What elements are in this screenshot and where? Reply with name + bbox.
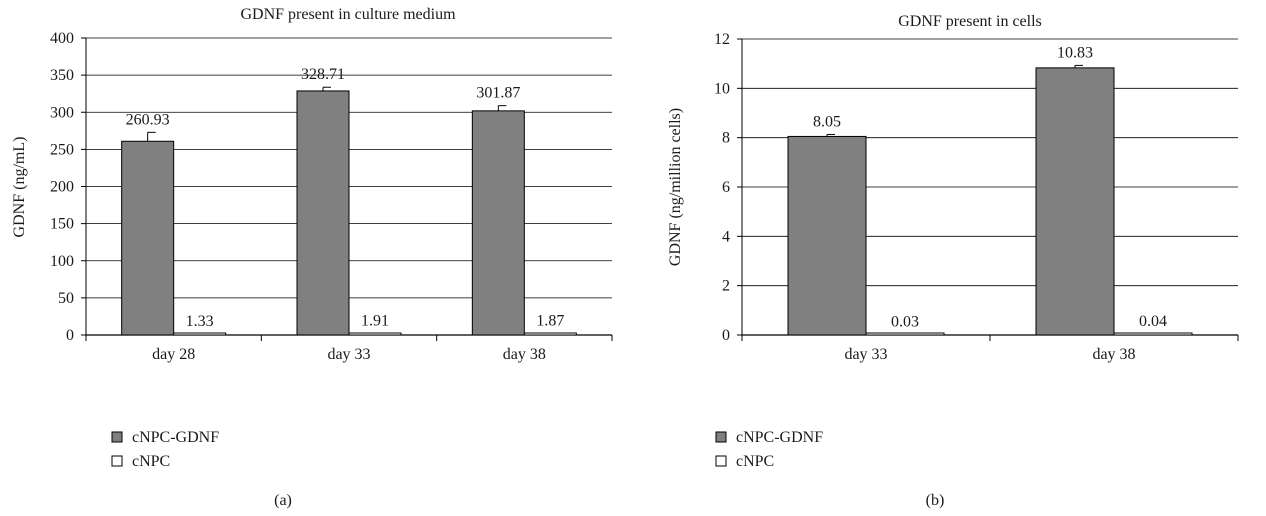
bar-a-0-2 [471,110,525,336]
legend-swatch-cnpc-gdnf-b [715,431,727,443]
y-tick-label-b: 6 [722,179,730,196]
chart-title-b: GDNF present in cells [898,13,1042,30]
bar-a-0-1 [296,90,350,336]
x-tick-label-b: day 33 [844,346,887,363]
panel-label-b: (b) [926,492,945,509]
y-axis-label-b: GDNF (ng/million cells) [667,108,684,266]
panel-a: GDNF present in culture medium GDNF (ng/… [11,6,613,509]
bar-a-1-0 [173,332,227,336]
y-tick-label-a: 150 [50,216,74,233]
panel-b: GDNF present in cells GDNF (ng/million c… [667,13,1239,509]
data-label-b-1-0: 0.03 [891,313,919,330]
data-label-a-0-1: 328.71 [301,66,345,83]
y-tick-label-b: 12 [714,31,730,48]
bar-a-1-2 [523,332,577,336]
legend-swatch-cnpc-a [111,455,123,467]
legend-label-cnpc-gdnf-b: cNPC-GDNF [736,429,823,446]
legend-label-cnpc-b: cNPC [736,453,774,470]
bar-a-1-1 [348,332,402,336]
data-label-a-1-2: 1.87 [536,313,564,330]
bar-b-1-1 [1113,332,1193,336]
y-tick-label-b: 4 [722,228,730,245]
y-tick-label-b: 10 [714,80,730,97]
legend-swatch-cnpc-gdnf-a [111,431,123,443]
legend-label-cnpc-gdnf-a: cNPC-GDNF [132,429,219,446]
data-label-b-1-1: 0.04 [1139,313,1167,330]
y-tick-label-a: 0 [66,327,74,344]
x-tick-label-b: day 38 [1092,346,1135,363]
bar-b-1-0 [865,332,945,336]
y-tick-label-b: 8 [722,130,730,147]
chart-title-a: GDNF present in culture medium [240,6,456,23]
data-label-b-0-0: 8.05 [813,113,841,130]
y-tick-label-a: 200 [50,179,74,196]
panel-label-a: (a) [274,492,292,509]
y-axis-label-a: GDNF (ng/mL) [11,137,28,238]
data-label-b-0-1: 10.83 [1057,44,1093,61]
bar-b-0-1 [1035,67,1115,336]
bar-b-0-0 [787,135,867,336]
legend-b: cNPC-GDNF cNPC [715,429,823,470]
legend-a: cNPC-GDNF cNPC [111,429,219,470]
y-tick-label-b: 0 [722,327,730,344]
y-tick-label-a: 350 [50,67,74,84]
y-tick-label-a: 300 [50,104,74,121]
legend-swatch-cnpc-b [715,455,727,467]
data-label-a-1-0: 1.33 [186,313,214,330]
y-tick-label-a: 100 [50,253,74,270]
legend-label-cnpc-a: cNPC [132,453,170,470]
y-tick-label-b: 2 [722,278,730,295]
x-tick-label-a: day 33 [327,346,370,363]
data-label-a-0-0: 260.93 [126,111,170,128]
bar-a-0-0 [121,140,175,336]
y-tick-label-a: 400 [50,30,74,47]
y-tick-label-a: 50 [58,290,74,307]
y-tick-label-a: 250 [50,141,74,158]
data-label-a-0-2: 301.87 [476,85,520,102]
x-tick-label-a: day 38 [503,346,546,363]
x-tick-label-a: day 28 [152,346,195,363]
data-label-a-1-1: 1.91 [361,313,389,330]
